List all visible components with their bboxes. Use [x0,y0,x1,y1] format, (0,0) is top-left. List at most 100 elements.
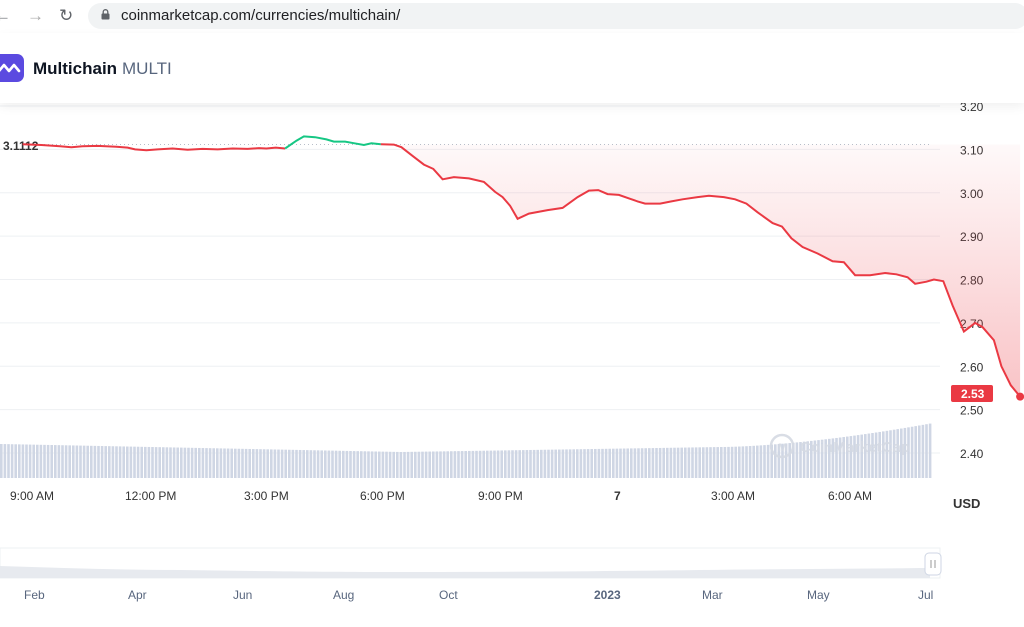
volume-bar [748,446,752,478]
volume-bar [842,437,845,478]
volume-bar [54,445,57,478]
volume-bar [226,448,230,478]
volume-bar [313,450,316,478]
reload-icon[interactable]: ↻ [59,6,74,25]
x-tick-label: 3:00 AM [711,489,755,503]
x-tick-label: 7 [614,489,621,503]
volume-bar [903,427,907,478]
volume-bar [504,450,507,478]
volume-bar [374,451,377,478]
nav-label: 2023 [594,588,621,602]
volume-bar [198,447,201,478]
volume-bar [684,447,687,478]
volume-bar [536,449,539,478]
volume-bar [352,451,356,478]
volume-bar [864,434,867,478]
x-tick-label: 6:00 AM [828,489,872,503]
volume-bar [194,447,197,478]
volume-bar [846,436,849,478]
volume-bar [453,451,457,478]
volume-bar [777,444,781,478]
volume-bar [360,451,363,478]
volume-bar [277,449,280,478]
volume-bar [576,449,579,478]
volume-bar [302,450,305,478]
volume-bar [763,445,766,478]
volume-bar [183,447,187,478]
volume-bar [612,448,615,478]
volume-bar [716,447,719,478]
volume-bar [370,451,374,478]
volume-bar [680,447,683,478]
y-tick-label: 2.40 [960,447,984,461]
volume-bar [216,448,219,478]
volume-bar [100,446,104,478]
volume-bar [648,448,651,478]
volume-bar [133,446,136,478]
volume-bar [824,439,827,478]
x-tick-label: 9:00 PM [478,489,523,503]
volume-bar [295,449,298,478]
volume-bar [252,449,255,478]
price-line-segment [380,143,1021,398]
volume-bar [619,448,622,478]
volume-bar [129,446,133,478]
volume-bar [93,445,97,478]
volume-bar [882,431,885,478]
volume-bar [752,445,755,478]
volume-bar [792,442,795,478]
volume-bar [810,440,813,478]
volume-bar [838,437,842,478]
coinmarketcap-watermark-icon [769,433,795,459]
volume-bar [604,448,608,478]
volume-bar [424,451,428,478]
volume-bar [338,450,341,478]
volume-bar [417,451,421,478]
address-bar[interactable] [88,3,1024,29]
volume-bar [147,446,151,478]
open-price-label: 3.1112 [3,139,39,153]
volume-bar [594,448,597,478]
volume-bar [234,448,237,478]
range-navigator[interactable] [0,547,942,579]
volume-bar [482,450,485,478]
volume-bar [558,449,561,478]
volume-bar [14,444,17,478]
volume-bar [705,447,709,478]
volume-bar [205,448,208,478]
volume-bar [795,442,799,478]
navigator-handle[interactable] [924,552,942,576]
volume-bar [162,447,165,478]
url-text[interactable]: coinmarketcap.com/currencies/multichain/ [121,7,401,24]
volume-bar [28,444,32,478]
volume-bar [813,440,817,478]
volume-bar [921,424,925,478]
volume-bar [673,447,676,478]
volume-bar [385,451,388,478]
volume-bar [392,451,395,478]
svg-text:M: M [778,442,787,454]
volume-bar [543,449,547,478]
volume-bar [820,439,824,478]
coin-name: Multichain [33,59,118,78]
volume-bar [21,444,25,478]
volume-bar [10,444,14,478]
volume-bar [781,443,784,478]
volume-bar [799,442,802,478]
volume-bar [3,444,7,478]
arrow-left-icon[interactable]: ← [0,6,11,25]
volume-bar [579,449,583,478]
volume-bar [180,447,183,478]
volume-bar [7,444,10,478]
volume-bar [583,449,586,478]
volume-bar [75,445,79,478]
volume-bar [561,449,565,478]
volume-bar [43,444,46,478]
price-line-segment [22,143,286,152]
volume-bar [532,449,536,478]
volume-bar [334,450,338,478]
volume-bar [255,449,259,478]
volume-bar [597,448,601,478]
arrow-right-icon[interactable]: → [27,6,44,25]
